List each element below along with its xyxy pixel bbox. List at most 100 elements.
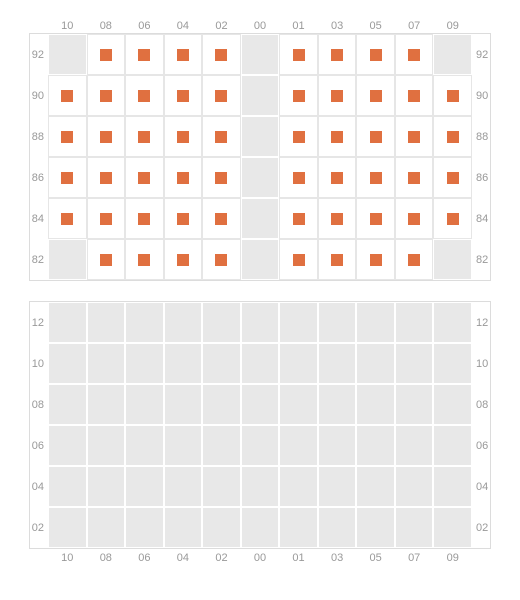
seat-cell[interactable] xyxy=(356,157,395,198)
empty-cell xyxy=(318,466,357,507)
seat-cell[interactable] xyxy=(356,75,395,116)
seat-cell[interactable] xyxy=(433,157,472,198)
seat-cell[interactable] xyxy=(395,34,434,75)
grid-row-inner xyxy=(48,343,472,384)
seat-marker xyxy=(138,49,150,61)
seat-cell[interactable] xyxy=(202,239,241,280)
blocks-container: 1008060402000103050709 92929090888886868… xyxy=(30,18,490,564)
seat-cell[interactable] xyxy=(395,239,434,280)
seat-cell[interactable] xyxy=(87,239,126,280)
seat-cell[interactable] xyxy=(87,34,126,75)
col-label: 03 xyxy=(318,20,357,32)
seat-cell[interactable] xyxy=(356,34,395,75)
empty-cell xyxy=(164,302,203,343)
seat-cell[interactable] xyxy=(318,157,357,198)
seat-cell[interactable] xyxy=(125,75,164,116)
seat-cell[interactable] xyxy=(202,198,241,239)
empty-cell xyxy=(48,239,87,280)
seat-marker xyxy=(370,90,382,102)
seat-cell[interactable] xyxy=(395,116,434,157)
seat-cell[interactable] xyxy=(202,34,241,75)
empty-cell xyxy=(164,507,203,548)
col-label: 02 xyxy=(202,552,241,564)
grid-row: 8888 xyxy=(30,116,490,157)
seat-cell[interactable] xyxy=(48,198,87,239)
seat-cell[interactable] xyxy=(48,116,87,157)
seat-cell[interactable] xyxy=(433,116,472,157)
seat-marker xyxy=(100,131,112,143)
empty-cell xyxy=(87,466,126,507)
seat-cell[interactable] xyxy=(395,157,434,198)
bottom-block: 121210100808060604040202 100806040200010… xyxy=(30,302,490,564)
empty-cell xyxy=(318,384,357,425)
grid-row-inner xyxy=(48,116,472,157)
seat-marker xyxy=(177,213,189,225)
seat-cell[interactable] xyxy=(87,157,126,198)
seat-marker xyxy=(408,90,420,102)
empty-cell xyxy=(318,507,357,548)
seat-marker xyxy=(370,213,382,225)
seat-cell[interactable] xyxy=(318,34,357,75)
empty-cell xyxy=(164,466,203,507)
seat-cell[interactable] xyxy=(48,75,87,116)
seat-cell[interactable] xyxy=(125,239,164,280)
seat-cell[interactable] xyxy=(87,198,126,239)
seat-cell[interactable] xyxy=(318,198,357,239)
seat-marker xyxy=(331,49,343,61)
seat-cell[interactable] xyxy=(87,116,126,157)
seat-marker xyxy=(100,213,112,225)
row-label-right: 86 xyxy=(472,157,490,198)
seat-cell[interactable] xyxy=(125,116,164,157)
seat-cell[interactable] xyxy=(164,157,203,198)
seat-cell[interactable] xyxy=(356,116,395,157)
seat-cell[interactable] xyxy=(164,198,203,239)
empty-cell xyxy=(48,384,87,425)
empty-cell xyxy=(202,302,241,343)
seat-cell[interactable] xyxy=(125,198,164,239)
empty-cell xyxy=(125,466,164,507)
empty-cell xyxy=(48,343,87,384)
seat-cell[interactable] xyxy=(164,239,203,280)
empty-cell xyxy=(318,425,357,466)
seat-cell[interactable] xyxy=(279,116,318,157)
seat-cell[interactable] xyxy=(125,157,164,198)
seat-cell[interactable] xyxy=(202,157,241,198)
seat-cell[interactable] xyxy=(164,34,203,75)
empty-cell xyxy=(125,507,164,548)
seat-cell[interactable] xyxy=(279,198,318,239)
empty-cell xyxy=(241,343,280,384)
seat-cell[interactable] xyxy=(395,198,434,239)
seat-cell[interactable] xyxy=(87,75,126,116)
seat-cell[interactable] xyxy=(48,157,87,198)
seat-cell[interactable] xyxy=(318,116,357,157)
empty-cell xyxy=(241,466,280,507)
seat-cell[interactable] xyxy=(318,239,357,280)
seat-cell[interactable] xyxy=(318,75,357,116)
seat-cell[interactable] xyxy=(356,198,395,239)
col-label: 09 xyxy=(433,552,472,564)
top-grid: 929290908888868684848282 xyxy=(30,34,490,280)
seat-cell[interactable] xyxy=(433,198,472,239)
seat-marker xyxy=(293,131,305,143)
seat-cell[interactable] xyxy=(433,75,472,116)
empty-cell xyxy=(125,343,164,384)
seat-cell[interactable] xyxy=(202,75,241,116)
empty-cell xyxy=(241,384,280,425)
seat-cell[interactable] xyxy=(164,75,203,116)
grid-row: 8686 xyxy=(30,157,490,198)
seat-marker xyxy=(447,172,459,184)
seat-cell[interactable] xyxy=(279,34,318,75)
seat-cell[interactable] xyxy=(279,157,318,198)
seat-cell[interactable] xyxy=(125,34,164,75)
empty-cell xyxy=(202,425,241,466)
empty-cell xyxy=(433,466,472,507)
col-label: 04 xyxy=(164,20,203,32)
seat-cell[interactable] xyxy=(164,116,203,157)
seat-cell[interactable] xyxy=(395,75,434,116)
seat-cell[interactable] xyxy=(202,116,241,157)
seat-marker xyxy=(408,131,420,143)
grid-row: 8484 xyxy=(30,198,490,239)
seat-cell[interactable] xyxy=(356,239,395,280)
seat-cell[interactable] xyxy=(279,75,318,116)
seat-cell[interactable] xyxy=(279,239,318,280)
